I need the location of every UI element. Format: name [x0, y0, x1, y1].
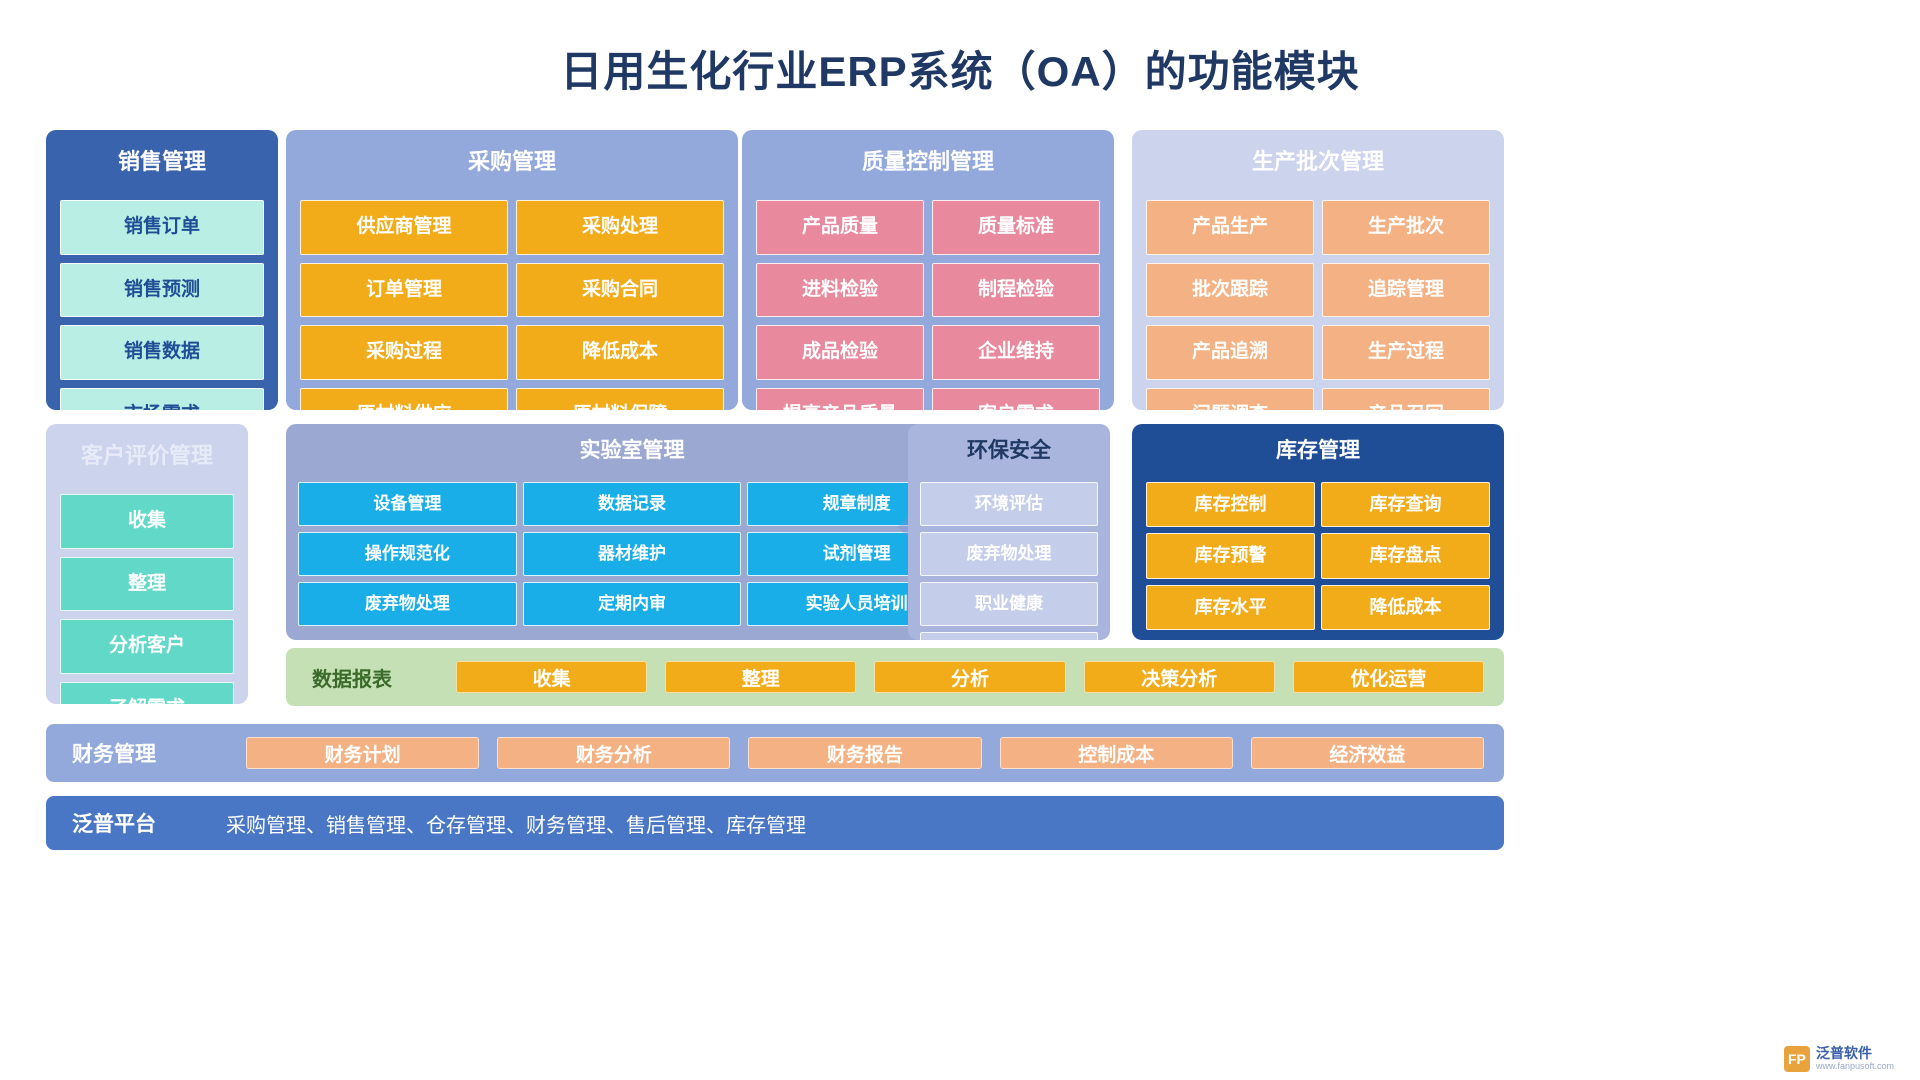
fanpu-logo-icon: FP [1784, 1046, 1810, 1072]
platform-description: 采购管理、销售管理、仓存管理、财务管理、售后管理、库存管理 [226, 809, 826, 838]
list-item[interactable]: 降低成本 [516, 325, 724, 380]
list-item[interactable]: 财务报告 [748, 737, 981, 769]
inventory-management-header: 库存管理 [1132, 424, 1504, 474]
list-item[interactable]: 问题调查 [1146, 388, 1314, 410]
data-report-items: 收集 整理 分析 决策分析 优化运营 [436, 648, 1504, 706]
panel-inventory-management: 库存管理 库存控制 库存查询 库存预警 库存盘点 库存水平 降低成本 [1132, 424, 1504, 640]
list-item[interactable]: 产品生产 [1146, 200, 1314, 255]
panel-environmental-safety: 环保安全 环境评估 废弃物处理 职业健康 安全体系 [908, 424, 1110, 640]
list-item[interactable]: 生产批次 [1322, 200, 1490, 255]
list-item[interactable]: 分析客户 [60, 619, 234, 674]
list-item[interactable]: 降低成本 [1321, 585, 1490, 630]
footer-company-name: 泛普软件 [1816, 1046, 1894, 1061]
list-item[interactable]: 产品召回 [1322, 388, 1490, 410]
production-batch-management-items: 产品生产 生产批次 批次跟踪 追踪管理 产品追溯 生产过程 问题调查 产品召回 [1132, 190, 1504, 410]
list-item[interactable]: 经济效益 [1251, 737, 1484, 769]
list-item[interactable]: 操作规范化 [298, 532, 517, 576]
erp-module-diagram: 日用生化行业ERP系统（OA）的功能模块 销售管理 销售订单 销售预测 销售数据… [0, 0, 1920, 1080]
lab-management-items: 设备管理 数据记录 规章制度 操作规范化 器材维护 试剂管理 废弃物处理 定期内… [286, 474, 978, 638]
customer-evaluation-management-header: 客户评价管理 [46, 424, 248, 484]
procurement-management-header: 采购管理 [286, 130, 738, 190]
sales-management-header: 销售管理 [46, 130, 278, 190]
finance-management-items: 财务计划 财务分析 财务报告 控制成本 经济效益 [226, 724, 1504, 782]
list-item[interactable]: 原材料保障 [516, 388, 724, 410]
list-item[interactable]: 收集 [456, 661, 647, 693]
list-item[interactable]: 制程检验 [932, 263, 1100, 318]
quality-control-management-items: 产品质量 质量标准 进料检验 制程检验 成品检验 企业维持 提高产品质量 客户需… [742, 190, 1114, 410]
environmental-safety-header: 环保安全 [908, 424, 1110, 474]
list-item[interactable]: 企业维持 [932, 325, 1100, 380]
list-item[interactable]: 销售数据 [60, 325, 264, 380]
list-item[interactable]: 控制成本 [1000, 737, 1233, 769]
list-item[interactable]: 批次跟踪 [1146, 263, 1314, 318]
sales-management-items: 销售订单 销售预测 销售数据 市场需求 [46, 190, 278, 410]
list-item[interactable]: 质量标准 [932, 200, 1100, 255]
list-item[interactable]: 追踪管理 [1322, 263, 1490, 318]
list-item[interactable]: 库存水平 [1146, 585, 1315, 630]
list-item[interactable]: 决策分析 [1084, 661, 1275, 693]
list-item[interactable]: 财务计划 [246, 737, 479, 769]
inventory-management-items: 库存控制 库存查询 库存预警 库存盘点 库存水平 降低成本 [1132, 474, 1504, 640]
list-item[interactable]: 成品检验 [756, 325, 924, 380]
list-item[interactable]: 废弃物处理 [920, 532, 1098, 576]
footer-branding: FP 泛普软件 www.fanpusoft.com [1784, 1046, 1894, 1072]
list-item[interactable]: 整理 [665, 661, 856, 693]
environmental-safety-items: 环境评估 废弃物处理 职业健康 安全体系 [908, 474, 1110, 640]
customer-evaluation-management-items: 收集 整理 分析客户 了解需求 [46, 484, 248, 704]
procurement-management-items: 供应商管理 采购处理 订单管理 采购合同 采购过程 降低成本 原材料供应 原材料… [286, 190, 738, 410]
list-item[interactable]: 职业健康 [920, 582, 1098, 626]
data-report-label: 数据报表 [286, 663, 436, 692]
footer-website: www.fanpusoft.com [1816, 1062, 1894, 1072]
list-item[interactable]: 销售预测 [60, 263, 264, 318]
list-item[interactable]: 优化运营 [1293, 661, 1484, 693]
list-item[interactable]: 定期内审 [523, 582, 742, 626]
platform-label: 泛普平台 [46, 808, 226, 838]
production-batch-management-header: 生产批次管理 [1132, 130, 1504, 190]
list-item[interactable]: 客户需求 [932, 388, 1100, 410]
lab-management-header: 实验室管理 [286, 424, 978, 474]
list-item[interactable]: 产品质量 [756, 200, 924, 255]
list-item[interactable]: 库存查询 [1321, 482, 1490, 527]
platform-bar: 泛普平台 采购管理、销售管理、仓存管理、财务管理、售后管理、库存管理 [46, 796, 1504, 850]
panel-quality-control-management: 质量控制管理 产品质量 质量标准 进料检验 制程检验 成品检验 企业维持 提高产… [742, 130, 1114, 410]
panel-production-batch-management: 生产批次管理 产品生产 生产批次 批次跟踪 追踪管理 产品追溯 生产过程 问题调… [1132, 130, 1504, 410]
page-title: 日用生化行业ERP系统（OA）的功能模块 [0, 38, 1920, 99]
list-item[interactable]: 收集 [60, 494, 234, 549]
list-item[interactable]: 市场需求 [60, 388, 264, 410]
list-item[interactable]: 采购处理 [516, 200, 724, 255]
list-item[interactable]: 财务分析 [497, 737, 730, 769]
list-item[interactable]: 提高产品质量 [756, 388, 924, 410]
list-item[interactable]: 整理 [60, 557, 234, 612]
list-item[interactable]: 采购过程 [300, 325, 508, 380]
panel-procurement-management: 采购管理 供应商管理 采购处理 订单管理 采购合同 采购过程 降低成本 原材料供… [286, 130, 738, 410]
list-item[interactable]: 库存预警 [1146, 533, 1315, 578]
list-item[interactable]: 销售订单 [60, 200, 264, 255]
list-item[interactable]: 废弃物处理 [298, 582, 517, 626]
list-item[interactable]: 数据记录 [523, 482, 742, 526]
quality-control-management-header: 质量控制管理 [742, 130, 1114, 190]
list-item[interactable]: 设备管理 [298, 482, 517, 526]
list-item[interactable]: 安全体系 [920, 632, 1098, 640]
list-item[interactable]: 订单管理 [300, 263, 508, 318]
list-item[interactable]: 库存控制 [1146, 482, 1315, 527]
panel-lab-management: 实验室管理 设备管理 数据记录 规章制度 操作规范化 器材维护 试剂管理 废弃物… [286, 424, 978, 640]
list-item[interactable]: 原材料供应 [300, 388, 508, 410]
list-item[interactable]: 采购合同 [516, 263, 724, 318]
list-item[interactable]: 环境评估 [920, 482, 1098, 526]
list-item[interactable]: 生产过程 [1322, 325, 1490, 380]
panel-customer-evaluation-management: 客户评价管理 收集 整理 分析客户 了解需求 [46, 424, 248, 704]
data-report-bar: 数据报表 收集 整理 分析 决策分析 优化运营 [286, 648, 1504, 706]
list-item[interactable]: 器材维护 [523, 532, 742, 576]
finance-management-bar: 财务管理 财务计划 财务分析 财务报告 控制成本 经济效益 [46, 724, 1504, 782]
list-item[interactable]: 分析 [874, 661, 1065, 693]
list-item[interactable]: 供应商管理 [300, 200, 508, 255]
list-item[interactable]: 库存盘点 [1321, 533, 1490, 578]
list-item[interactable]: 产品追溯 [1146, 325, 1314, 380]
list-item[interactable]: 了解需求 [60, 682, 234, 704]
panel-sales-management: 销售管理 销售订单 销售预测 销售数据 市场需求 [46, 130, 278, 410]
finance-management-label: 财务管理 [46, 738, 226, 768]
list-item[interactable]: 进料检验 [756, 263, 924, 318]
